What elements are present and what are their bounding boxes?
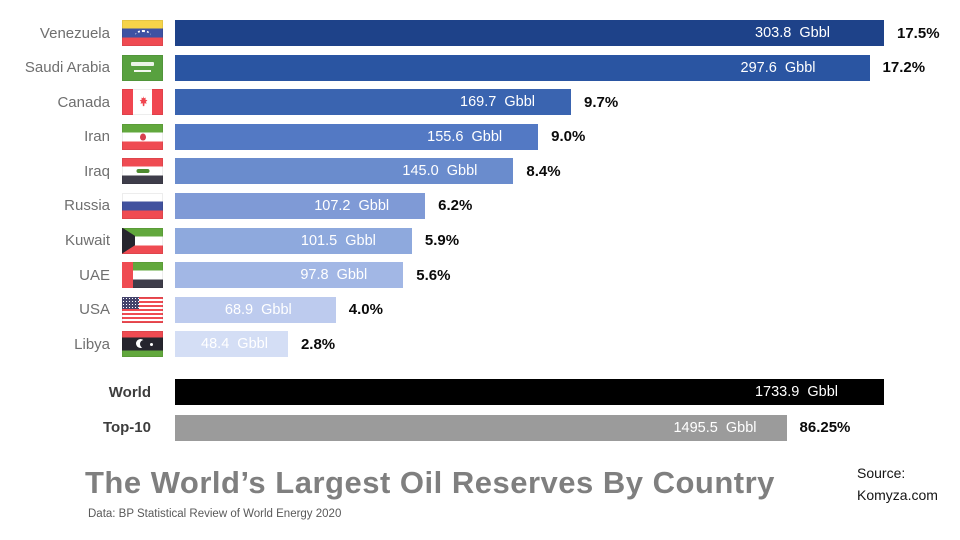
chart-row-world: World 1733.9 Gbbl (0, 379, 960, 406)
bar-track: 1495.5 Gbbl 86.25% (175, 414, 884, 441)
share-percent-label: 4.0% (348, 301, 383, 319)
chart-row-venezuela: Venezuela 303.8 Gbbl 17.5% (0, 20, 960, 46)
bar-value-label: 101.5 Gbbl (300, 232, 376, 249)
uae-flag-icon (122, 262, 163, 289)
usa-flag-icon (122, 296, 163, 323)
bar-value-label: 145.0 Gbbl (402, 163, 478, 180)
share-percent-label: 8.4% (526, 162, 561, 180)
bar-iraq: 145.0 Gbbl (175, 158, 514, 185)
bar-track: 1733.9 Gbbl (175, 379, 884, 406)
source-label: Source: (857, 465, 906, 481)
bar-track: 297.6 Gbbl 17.2% (175, 54, 925, 81)
bar-track: 145.0 Gbbl 8.4% (175, 158, 884, 185)
data-source-note: Data: BP Statistical Review of World Ene… (88, 508, 342, 520)
bar-venezuela: 303.8 Gbbl (175, 20, 884, 46)
libya-flag-icon (122, 331, 163, 358)
bar-uae: 97.8 Gbbl (175, 262, 404, 289)
bar-iran: 155.6 Gbbl (175, 123, 539, 150)
chart-row-canada: Canada 169.7 Gbbl 9.7% (0, 89, 960, 116)
country-label-venezuela: Venezuela (39, 24, 110, 42)
totals-section: World 1733.9 Gbbl Top-10 1495.5 Gbbl 86.… (0, 379, 960, 441)
chart-row-saudi-arabia: Saudi Arabia 297.6 Gbbl 17.2% (0, 54, 960, 81)
bar-usa: 68.9 Gbbl (175, 296, 336, 323)
bar-canada: 169.7 Gbbl (175, 89, 572, 116)
bar-value-label: 155.6 Gbbl (427, 128, 503, 145)
chart-row-usa: USA 68.9 Gbbl 4.0% (0, 296, 960, 323)
bar-track: 169.7 Gbbl 9.7% (175, 89, 884, 116)
bar-top10: 1495.5 Gbbl (175, 414, 787, 441)
canada-flag-icon (122, 89, 163, 116)
chart-row-uae: UAE 97.8 Gbbl 5.6% (0, 262, 960, 289)
total-label-world: World (108, 383, 151, 401)
chart-row-libya: Libya 48.4 Gbbl 2.8% (0, 331, 960, 358)
country-bars-section: Venezuela 303.8 Gbbl 17.5% Saudi Arabia … (0, 0, 960, 441)
chart-title: The World’s Largest Oil Reserves By Coun… (85, 465, 775, 500)
chart-row-iran: Iran 155.6 Gbbl 9.0% (0, 123, 960, 150)
bar-track: 48.4 Gbbl 2.8% (175, 331, 884, 358)
iran-flag-icon (122, 123, 163, 150)
bar-track: 303.8 Gbbl 17.5% (175, 20, 940, 46)
bar-track: 155.6 Gbbl 9.0% (175, 123, 884, 150)
chart-row-top10: Top-10 1495.5 Gbbl 86.25% (0, 414, 960, 441)
bar-value-label: 297.6 Gbbl (740, 59, 816, 76)
country-label-libya: Libya (74, 335, 110, 353)
country-label-kuwait: Kuwait (64, 232, 110, 250)
share-percent-label: 5.9% (424, 232, 460, 250)
russia-flag-icon (122, 192, 163, 219)
country-label-russia: Russia (64, 197, 110, 215)
country-label-iraq: Iraq (84, 162, 110, 180)
bar-world: 1733.9 Gbbl (175, 379, 884, 406)
bar-value-label: 1495.5 Gbbl (673, 419, 757, 436)
kuwait-flag-icon (122, 227, 163, 254)
chart-row-russia: Russia 107.2 Gbbl 6.2% (0, 192, 960, 219)
total-label-top10: Top-10 (102, 419, 151, 437)
share-percent-label: 86.25% (799, 419, 851, 437)
bar-track: 107.2 Gbbl 6.2% (175, 192, 884, 219)
source-site: Komyza.com (857, 486, 938, 503)
bar-saudi-arabia: 297.6 Gbbl (175, 54, 870, 81)
bar-value-label: 303.8 Gbbl (755, 25, 830, 41)
bar-value-label: 169.7 Gbbl (460, 94, 536, 111)
share-percent-label: 6.2% (438, 197, 473, 215)
bar-value-label: 107.2 Gbbl (314, 197, 390, 214)
iraq-flag-icon (122, 158, 163, 185)
bar-kuwait: 101.5 Gbbl (175, 227, 412, 254)
share-percent-label: 9.0% (551, 128, 586, 146)
share-percent-label: 5.6% (416, 266, 451, 284)
bar-russia: 107.2 Gbbl (175, 192, 426, 219)
bar-libya: 48.4 Gbbl (175, 331, 288, 358)
chart-row-iraq: Iraq 145.0 Gbbl 8.4% (0, 158, 960, 185)
bar-value-label: 68.9 Gbbl (224, 301, 292, 318)
share-percent-label: 17.2% (882, 59, 926, 77)
share-percent-label: 2.8% (300, 335, 336, 353)
country-label-uae: UAE (79, 266, 110, 284)
bar-value-label: 97.8 Gbbl (300, 267, 368, 284)
bar-value-label: 48.4 Gbbl (201, 336, 268, 353)
share-percent-label: 9.7% (584, 93, 619, 111)
country-label-iran: Iran (84, 128, 110, 146)
chart-row-kuwait: Kuwait 101.5 Gbbl 5.9% (0, 227, 960, 254)
country-label-saudi-arabia: Saudi Arabia (24, 59, 110, 77)
venezuela-flag-icon (122, 20, 163, 46)
source-attribution: Source: Komyza.com (857, 463, 938, 506)
bar-value-label: 1733.9 Gbbl (754, 384, 838, 401)
maple-leaf-icon (139, 96, 147, 107)
country-label-usa: USA (79, 301, 110, 319)
country-label-canada: Canada (57, 93, 110, 111)
bar-track: 97.8 Gbbl 5.6% (175, 262, 884, 289)
bar-track: 101.5 Gbbl 5.9% (175, 227, 884, 254)
saudi-arabia-flag-icon (122, 54, 163, 81)
bar-track: 68.9 Gbbl 4.0% (175, 296, 884, 323)
share-percent-label: 17.5% (897, 24, 940, 42)
